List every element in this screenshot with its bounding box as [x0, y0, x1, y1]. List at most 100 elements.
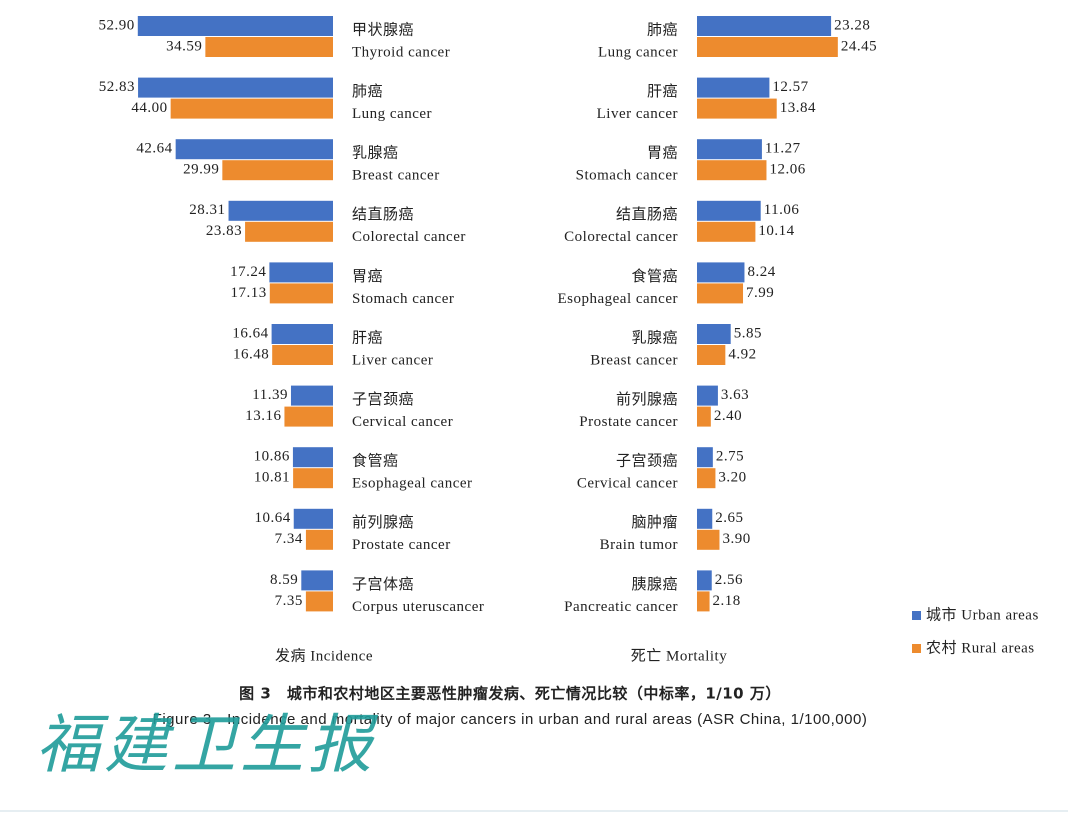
category-en: Brain tumor — [600, 537, 678, 553]
value-label: 52.90 — [99, 17, 135, 33]
category-zh: 肝癌 — [352, 329, 383, 346]
value-label: 17.13 — [231, 285, 267, 301]
category-zh: 肺癌 — [352, 83, 383, 100]
category-zh: 食管癌 — [631, 268, 678, 285]
value-label: 17.24 — [230, 264, 266, 280]
category-en: Prostate cancer — [352, 537, 451, 553]
bar — [697, 200, 761, 221]
category-zh: 子宫体癌 — [352, 576, 414, 593]
caption-en: Figure 3 Incidence and mortality of majo… — [153, 711, 868, 728]
bar — [697, 468, 716, 489]
value-label: 10.64 — [254, 510, 290, 526]
bar — [697, 570, 712, 591]
legend-swatch — [912, 611, 921, 620]
category-en: Cervical cancer — [352, 414, 453, 430]
category-en: Stomach cancer — [576, 168, 678, 184]
value-label: 10.81 — [254, 470, 290, 486]
bar — [290, 385, 333, 406]
bar — [697, 345, 726, 365]
category-zh: 胃癌 — [647, 145, 678, 162]
value-label: 2.56 — [715, 572, 743, 588]
bar — [305, 591, 333, 612]
value-label: 13.84 — [780, 100, 816, 116]
category-zh: 肝癌 — [647, 83, 678, 100]
value-label: 3.90 — [722, 531, 750, 547]
category-zh: 子宫颈癌 — [352, 391, 414, 408]
value-label: 3.63 — [721, 387, 749, 403]
bar — [697, 529, 720, 550]
value-label: 12.57 — [772, 79, 808, 95]
bar — [205, 37, 333, 57]
value-label: 13.16 — [245, 408, 281, 424]
category-en: Lung cancer — [598, 44, 678, 60]
category-en: Thyroid cancer — [352, 44, 450, 60]
bar — [697, 324, 731, 344]
value-label: 44.00 — [131, 100, 167, 116]
x-axis-label: 发病 Incidence — [275, 647, 373, 664]
category-zh: 前列腺癌 — [616, 391, 678, 408]
value-label: 11.27 — [765, 141, 801, 157]
value-label: 52.83 — [99, 79, 135, 95]
value-label: 8.59 — [270, 572, 298, 588]
bar — [228, 200, 333, 221]
value-label: 2.18 — [713, 593, 741, 609]
category-zh: 胰腺癌 — [631, 576, 678, 593]
bar — [284, 406, 333, 427]
category-zh: 甲状腺癌 — [352, 21, 414, 38]
bar — [175, 139, 333, 160]
bar — [697, 160, 767, 181]
value-label: 23.28 — [834, 17, 870, 33]
category-en: Cervical cancer — [577, 476, 678, 492]
category-zh: 乳腺癌 — [631, 329, 678, 346]
caption-zh: 图 3 城市和农村地区主要恶性肿瘤发病、死亡情况比较（中标率，1/10 万） — [239, 685, 781, 703]
bar — [697, 98, 777, 119]
bar — [138, 77, 333, 98]
value-label: 10.86 — [254, 449, 290, 465]
bar — [269, 262, 333, 283]
x-axis-label: 死亡 Mortality — [631, 647, 727, 664]
value-label: 12.06 — [769, 162, 805, 178]
value-label: 11.06 — [764, 202, 800, 218]
bar — [697, 262, 745, 283]
bar — [301, 570, 333, 591]
bar — [170, 98, 333, 119]
category-zh: 食管癌 — [352, 453, 399, 470]
legend-label: 城市 Urban areas — [926, 606, 1039, 623]
value-label: 10.14 — [758, 223, 794, 239]
value-label: 16.48 — [233, 346, 269, 362]
category-zh: 结直肠癌 — [616, 206, 678, 223]
bar — [293, 508, 333, 529]
category-zh: 脑肿瘤 — [631, 514, 678, 531]
value-label: 7.35 — [275, 593, 303, 609]
bar — [222, 160, 333, 181]
category-zh: 肺癌 — [647, 21, 678, 38]
category-en: Stomach cancer — [352, 291, 454, 307]
bar — [697, 508, 713, 529]
category-en: Lung cancer — [352, 106, 432, 122]
category-zh: 胃癌 — [352, 268, 383, 285]
category-en: Liver cancer — [352, 352, 433, 368]
category-zh: 前列腺癌 — [352, 514, 414, 531]
bar — [697, 16, 832, 36]
value-label: 3.20 — [718, 470, 746, 486]
value-label: 23.83 — [206, 223, 242, 239]
value-label: 29.99 — [183, 162, 219, 178]
bar — [305, 529, 333, 550]
category-en: Esophageal cancer — [352, 476, 473, 492]
value-label: 7.34 — [275, 531, 303, 547]
category-en: Breast cancer — [352, 168, 440, 184]
bar — [697, 77, 770, 98]
value-label: 4.92 — [728, 346, 756, 362]
category-zh: 子宫颈癌 — [616, 453, 678, 470]
bar — [271, 324, 333, 344]
bar — [697, 221, 756, 242]
category-en: Breast cancer — [590, 352, 678, 368]
bar — [697, 283, 744, 304]
value-label: 7.99 — [746, 285, 774, 301]
bar — [137, 16, 333, 36]
value-label: 42.64 — [136, 141, 172, 157]
value-label: 34.59 — [166, 38, 202, 54]
bar — [697, 37, 838, 57]
bar — [292, 447, 333, 468]
value-label: 24.45 — [841, 38, 877, 54]
